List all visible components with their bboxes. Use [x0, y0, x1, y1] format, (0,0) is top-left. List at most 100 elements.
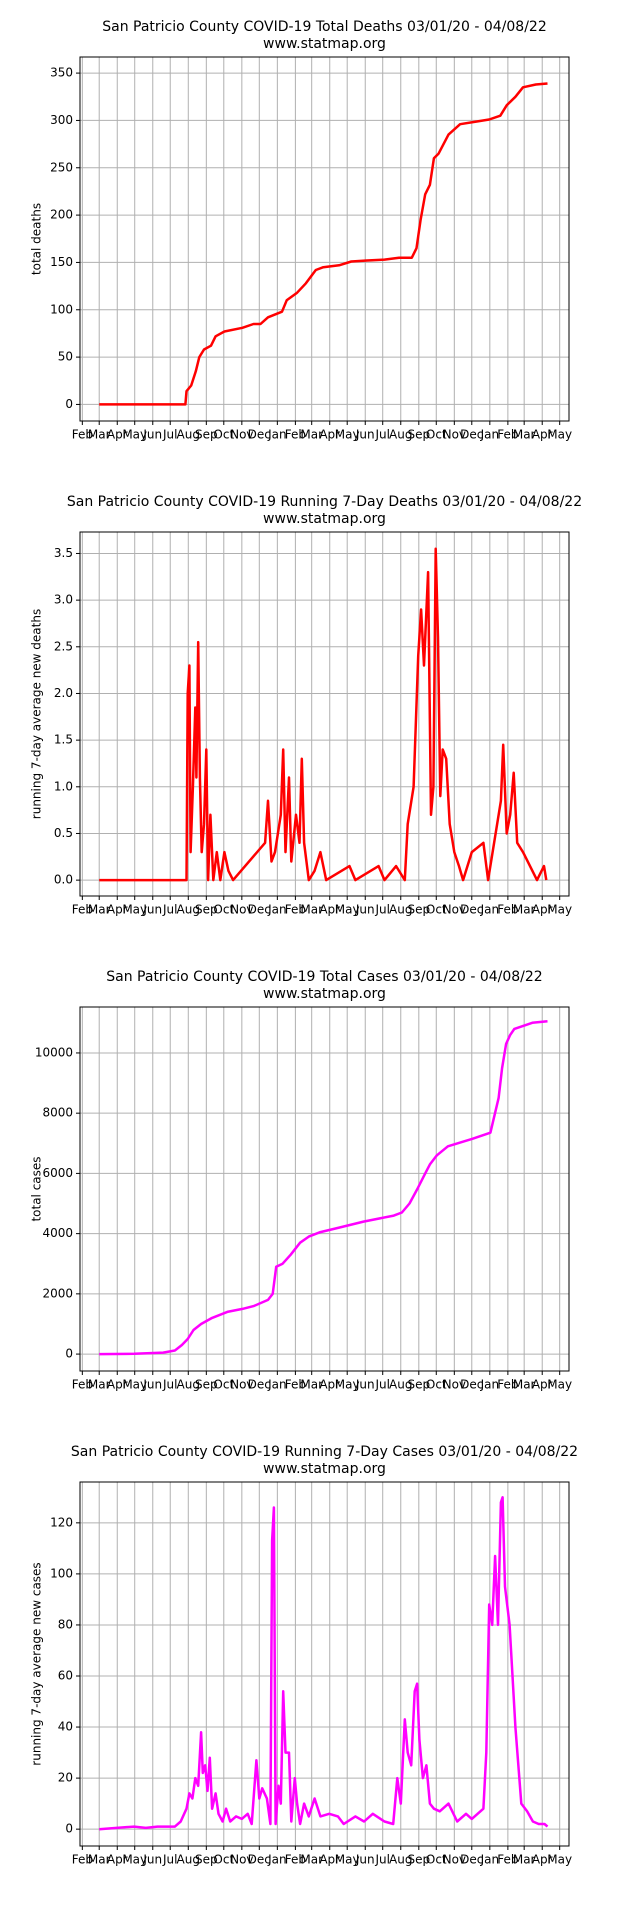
x-tick-label: Feb	[497, 1378, 518, 1392]
x-tick-label: Mar	[300, 903, 323, 917]
x-tick-label: Jun	[142, 903, 162, 917]
x-tick-label: Dec	[248, 428, 271, 442]
y-tick-label: 100	[50, 302, 73, 316]
x-tick-label: Sep	[407, 1378, 430, 1392]
x-tick-label: Jan	[267, 903, 287, 917]
y-tick-label: 6000	[42, 1166, 73, 1180]
plot-frame	[79, 1006, 570, 1372]
data-line	[99, 547, 548, 882]
x-tick-label: Mar	[300, 1853, 323, 1867]
x-tick-label: Oct	[213, 1853, 234, 1867]
x-tick-label: Feb	[285, 1853, 306, 1867]
x-tick-label: Jan	[480, 1853, 500, 1867]
x-tick-label: Aug	[177, 1378, 200, 1392]
y-tick-label: 2.0	[54, 686, 73, 700]
x-tick-label: Jul	[374, 1853, 389, 1867]
chart-title: San Patricio County COVID-19 Total Death…	[102, 19, 547, 35]
x-tick-label: Sep	[407, 1853, 430, 1867]
y-tick-label: 10000	[35, 1045, 73, 1059]
x-tick-label: Apr	[319, 903, 340, 917]
y-tick-label: 300	[50, 113, 73, 127]
x-tick-label: Feb	[72, 428, 93, 442]
x-tick-label: Jan	[267, 1378, 287, 1392]
x-tick-label: Aug	[177, 1853, 200, 1867]
x-tick-label: Feb	[72, 1853, 93, 1867]
x-tick-label: Jul	[162, 428, 177, 442]
chart-subtitle: www.statmap.org	[263, 986, 386, 1002]
y-axis-label: running 7-day average new cases	[30, 1562, 44, 1765]
x-tick-label: May	[122, 903, 147, 917]
x-tick-label: Jul	[162, 903, 177, 917]
y-tick-label: 3.5	[54, 546, 73, 560]
x-tick-label: May	[122, 1853, 147, 1867]
x-tick-label: Jul	[374, 903, 389, 917]
y-tick-label: 2.5	[54, 639, 73, 653]
x-tick-label: Sep	[195, 428, 218, 442]
x-tick-label: Aug	[177, 428, 200, 442]
x-tick-label: Mar	[88, 428, 111, 442]
chart: San Patricio County COVID-19 Total Death…	[30, 19, 573, 442]
x-tick-label: Jul	[162, 1378, 177, 1392]
x-tick-label: May	[335, 1378, 360, 1392]
x-tick-label: Apr	[532, 1378, 553, 1392]
plot-frame	[79, 56, 570, 422]
x-tick-label: Nov	[230, 428, 253, 442]
x-tick-label: Jul	[162, 1853, 177, 1867]
x-tick-label: Dec	[460, 903, 483, 917]
x-tick-label: Dec	[460, 1853, 483, 1867]
chart: San Patricio County COVID-19 Running 7-D…	[30, 1444, 579, 1867]
x-tick-label: Feb	[285, 903, 306, 917]
x-tick-label: May	[122, 1378, 147, 1392]
x-tick-label: Aug	[389, 1378, 412, 1392]
x-tick-label: Dec	[460, 1378, 483, 1392]
x-tick-label: Feb	[285, 428, 306, 442]
x-tick-label: Mar	[513, 428, 536, 442]
y-tick-label: 1.5	[54, 733, 73, 747]
y-tick-label: 0.5	[54, 826, 73, 840]
y-tick-label: 1.0	[54, 779, 73, 793]
x-tick-label: Dec	[460, 428, 483, 442]
x-tick-label: May	[547, 428, 572, 442]
x-tick-label: Sep	[195, 1853, 218, 1867]
x-tick-label: May	[335, 1853, 360, 1867]
plot-frame	[79, 531, 570, 897]
y-tick-label: 40	[58, 1720, 73, 1734]
y-tick-label: 3.0	[54, 593, 73, 607]
x-tick-label: Mar	[88, 1853, 111, 1867]
x-tick-label: Aug	[389, 1853, 412, 1867]
y-axis-label: total deaths	[30, 203, 44, 275]
x-tick-label: Apr	[532, 428, 553, 442]
x-tick-label: Sep	[407, 903, 430, 917]
y-tick-label: 60	[58, 1668, 73, 1682]
chart: San Patricio County COVID-19 Running 7-D…	[30, 494, 583, 917]
x-tick-label: Mar	[513, 1378, 536, 1392]
x-tick-label: Apr	[319, 1853, 340, 1867]
y-tick-label: 0.0	[54, 873, 73, 887]
x-tick-label: May	[335, 428, 360, 442]
x-tick-label: Oct	[213, 1378, 234, 1392]
y-tick-label: 8000	[42, 1106, 73, 1120]
x-tick-label: Dec	[248, 1853, 271, 1867]
y-tick-label: 50	[58, 350, 73, 364]
x-tick-label: Feb	[497, 428, 518, 442]
x-tick-label: Jan	[267, 1853, 287, 1867]
chart-title: San Patricio County COVID-19 Running 7-D…	[67, 494, 582, 510]
x-tick-label: Mar	[300, 1378, 323, 1392]
x-tick-label: Oct	[426, 1378, 447, 1392]
x-tick-label: Feb	[72, 903, 93, 917]
data-line	[99, 1020, 548, 1356]
y-tick-label: 0	[65, 397, 73, 411]
x-tick-label: Apr	[107, 1378, 128, 1392]
x-tick-label: Feb	[285, 1378, 306, 1392]
x-tick-label: Mar	[88, 1378, 111, 1392]
y-axis-label: total cases	[30, 1156, 44, 1221]
x-tick-label: Nov	[443, 1378, 466, 1392]
y-tick-label: 150	[50, 255, 73, 269]
chart-title: San Patricio County COVID-19 Total Cases…	[106, 969, 542, 985]
x-tick-label: Jun	[355, 1378, 375, 1392]
x-tick-label: Mar	[513, 903, 536, 917]
y-axis-label: running 7-day average new deaths	[30, 609, 44, 819]
x-tick-label: Oct	[426, 428, 447, 442]
x-tick-label: Apr	[107, 903, 128, 917]
x-tick-label: Aug	[389, 903, 412, 917]
